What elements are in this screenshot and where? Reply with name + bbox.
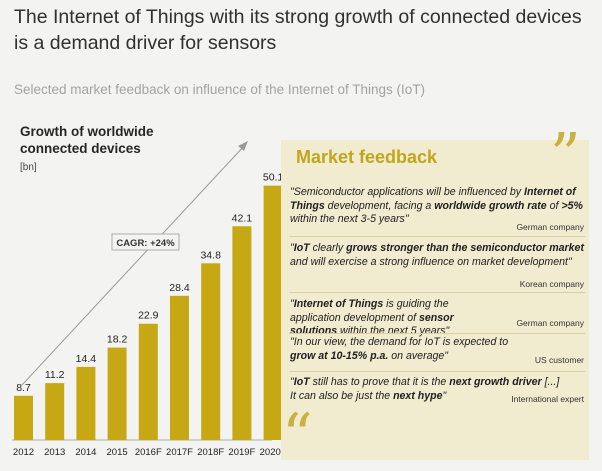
feedback-divider — [289, 236, 585, 237]
feedback-source-5: International expert — [511, 394, 584, 404]
feedback-quote-2: "IoT clearly grows stronger than the sem… — [290, 242, 584, 268]
feedback-source-3: German company — [516, 318, 584, 328]
bar-value-label: 11.2 — [45, 369, 65, 381]
x-tick-label: 2014 — [75, 447, 96, 458]
feedback-source-4: US customer — [534, 355, 584, 365]
bar-value-label: 18.2 — [107, 334, 128, 346]
bar — [201, 263, 221, 440]
x-tick-label: 2015 — [107, 447, 128, 458]
bar — [107, 347, 127, 440]
bar — [14, 395, 33, 440]
bar-value-label: 50.1 — [263, 172, 284, 184]
opening-quote-icon: “ — [282, 401, 313, 471]
cagr-arrow-head — [238, 141, 248, 151]
slide-subtitle: Selected market feedback on influence of… — [14, 82, 425, 97]
feedback-quote-4: "In our view, the demand for IoT is expe… — [290, 336, 509, 362]
feedback-divider — [289, 371, 585, 372]
market-feedback-panel — [281, 140, 589, 460]
x-tick-label: 2020F — [260, 447, 287, 458]
slide-title: The Internet of Things with its strong g… — [14, 6, 582, 54]
feedback-source-1: German company — [516, 222, 584, 232]
feedback-source-2: Korean company — [519, 279, 584, 289]
cagr-annotation: CAGR: +24% — [116, 238, 175, 249]
bar — [232, 226, 252, 440]
bar — [170, 295, 189, 440]
x-tick-label: 2017F — [166, 447, 193, 458]
feedback-divider — [289, 292, 585, 293]
feedback-quote-3: "Internet of Things is guiding the appli… — [290, 298, 454, 337]
feedback-quote-5: "IoT still has to prove that it is the n… — [290, 376, 560, 402]
market-feedback-title: Market feedback — [296, 147, 438, 167]
x-tick-label: 2018F — [197, 447, 224, 458]
closing-quote-icon: ” — [550, 121, 581, 191]
cagr-annotation-box — [111, 233, 180, 251]
x-tick-label: 2012 — [13, 447, 34, 458]
x-tick-label: 2013 — [44, 447, 65, 458]
feedback-divider — [289, 333, 585, 334]
chart-title: Growth of worldwide connected devices — [20, 124, 154, 156]
bar — [76, 366, 96, 440]
bar-value-label: 28.4 — [169, 282, 190, 294]
bar-value-label: 8.7 — [16, 382, 31, 394]
chart-unit: [bn] — [20, 162, 37, 173]
bar-value-label: 34.8 — [200, 249, 221, 261]
bar — [263, 185, 283, 440]
bar-value-label: 42.1 — [232, 212, 253, 224]
x-tick-label: 2016F — [135, 447, 162, 458]
bar-value-label: 14.4 — [76, 353, 97, 365]
x-tick-label: 2019F — [228, 447, 255, 458]
cagr-trend-line — [21, 144, 246, 386]
bar-value-label: 22.9 — [138, 310, 159, 322]
bar — [45, 383, 65, 440]
feedback-quote-1: "Semiconductor applications will be infl… — [290, 186, 583, 225]
bar — [138, 323, 158, 440]
